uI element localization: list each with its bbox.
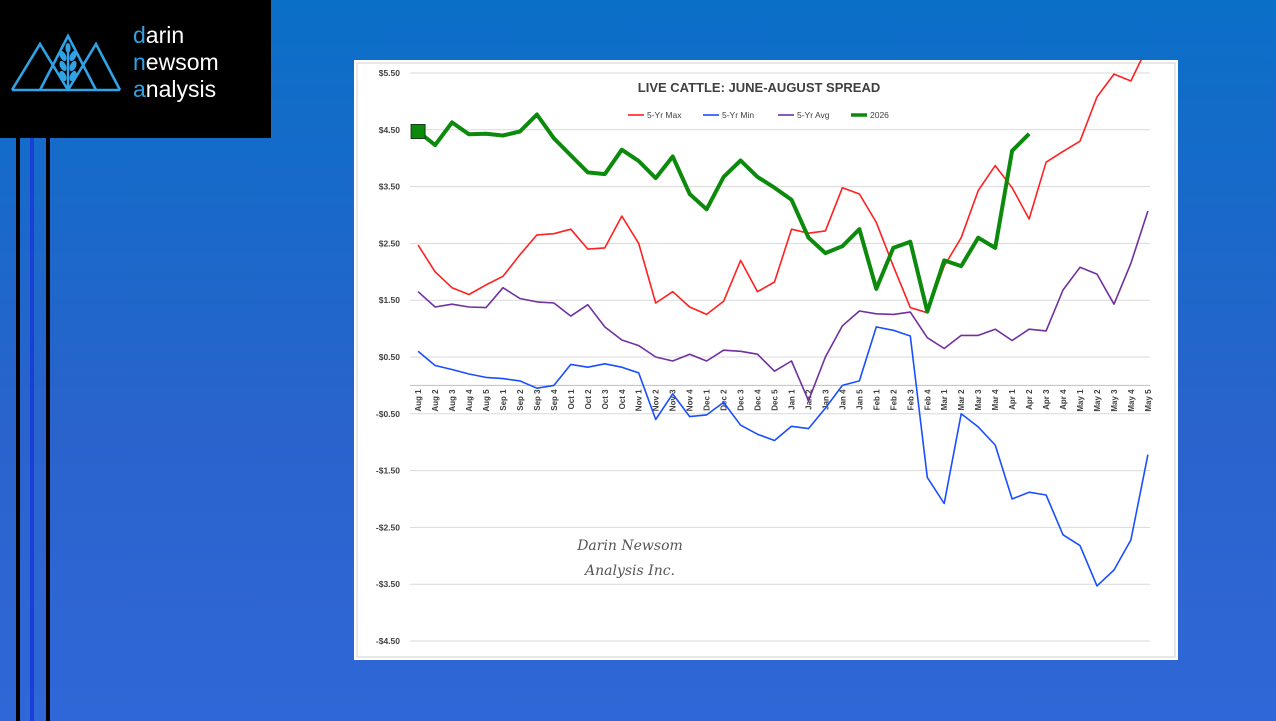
- x-tick-label: Jan 4: [838, 389, 847, 410]
- x-tick-label: Dec 3: [737, 389, 746, 411]
- legend-label: 5-Yr Avg: [797, 110, 830, 120]
- x-tick-label: Nov 2: [652, 389, 661, 411]
- legend-label: 2026: [870, 110, 889, 120]
- mountain-wheat-logo-icon: [10, 33, 122, 92]
- x-tick-label: Sep 3: [533, 389, 542, 411]
- y-tick-label: $4.50: [379, 125, 401, 135]
- x-tick-label: Mar 2: [957, 389, 966, 410]
- x-tick-label: May 2: [1093, 389, 1102, 412]
- x-tick-label: Jan 1: [787, 389, 796, 410]
- y-tick-label: $0.50: [379, 352, 401, 362]
- logo-wordmark: darin newsom analysis: [133, 22, 219, 103]
- y-tick-label: -$0.50: [376, 409, 400, 419]
- logo-line-3: analysis: [133, 76, 217, 102]
- decorative-vertical-line: [30, 138, 34, 721]
- x-tick-label: Dec 5: [771, 389, 780, 411]
- x-tick-label: May 5: [1144, 389, 1153, 412]
- x-tick-label: Sep 2: [516, 389, 525, 411]
- y-tick-label: -$2.50: [376, 522, 400, 532]
- decorative-vertical-line: [16, 138, 20, 721]
- y-tick-label: $3.50: [379, 182, 401, 192]
- x-tick-label: Jan 3: [821, 389, 830, 410]
- chart-border: [356, 62, 1176, 658]
- x-tick-label: Mar 3: [974, 389, 983, 410]
- x-tick-label: Dec 4: [754, 389, 763, 411]
- x-tick-label: Apr 4: [1059, 389, 1068, 410]
- x-tick-label: May 4: [1127, 389, 1136, 412]
- series-line-5-yr-min: [417, 326, 1149, 587]
- x-tick-label: Apr 1: [1008, 389, 1017, 410]
- logo-panel: darin newsom analysis: [0, 0, 271, 138]
- watermark-line-1: Darin Newsom: [576, 538, 683, 554]
- x-tick-label: Mar 1: [940, 389, 949, 410]
- x-tick-label: Jan 5: [855, 389, 864, 410]
- y-tick-label: $5.50: [379, 68, 401, 78]
- x-tick-label: Aug 1: [414, 389, 423, 412]
- series-line-2026: [416, 112, 1031, 314]
- x-tick-label: Feb 3: [906, 389, 915, 410]
- x-tick-label: Feb 1: [872, 389, 881, 410]
- x-tick-label: Aug 4: [465, 389, 474, 412]
- y-tick-label: $1.50: [379, 295, 401, 305]
- x-tick-label: Aug 5: [482, 389, 491, 412]
- x-tick-label: Aug 3: [448, 389, 457, 412]
- series-start-marker: [410, 124, 426, 140]
- x-tick-label: May 1: [1076, 389, 1085, 412]
- series-line-5-yr-avg: [417, 210, 1149, 402]
- y-tick-label: -$1.50: [376, 466, 400, 476]
- series-line-5-yr-max: [417, 60, 1142, 316]
- x-tick-label: Sep 4: [550, 389, 559, 411]
- watermark-line-2: Analysis Inc.: [583, 563, 675, 579]
- x-tick-label: Feb 2: [889, 389, 898, 410]
- x-tick-label: Apr 2: [1025, 389, 1034, 410]
- x-tick-label: Aug 2: [431, 389, 440, 412]
- legend-label: 5-Yr Min: [722, 110, 754, 120]
- logo-line-1: darin: [133, 22, 185, 48]
- legend-label: 5-Yr Max: [647, 110, 682, 120]
- x-tick-label: Nov 1: [635, 389, 644, 411]
- spread-chart: -$4.50 -$3.50 -$2.50 -$1.50 -$0.50 $0.50 $1.50…: [356, 60, 1176, 658]
- x-tick-label: Mar 4: [991, 389, 1000, 410]
- x-tick-label: Nov 3: [669, 389, 678, 411]
- y-tick-label: -$3.50: [376, 579, 400, 589]
- y-tick-label: -$4.50: [376, 636, 400, 646]
- x-tick-label: Oct 3: [601, 389, 610, 410]
- decorative-vertical-line: [46, 138, 50, 721]
- x-tick-label: Oct 1: [567, 389, 576, 410]
- x-tick-label: Apr 3: [1042, 389, 1051, 410]
- logo-line-2: newsom: [133, 49, 219, 75]
- x-tick-label: May 3: [1110, 389, 1119, 412]
- x-tick-label: Dec 1: [703, 389, 712, 411]
- x-tick-label: Oct 4: [618, 389, 627, 410]
- chart-frame: -$4.50 -$3.50 -$2.50 -$1.50 -$0.50 $0.50 $1.50…: [354, 60, 1178, 660]
- x-tick-label: Feb 4: [923, 389, 932, 410]
- x-tick-label: Nov 4: [686, 389, 695, 411]
- y-tick-label: $2.50: [379, 238, 401, 248]
- x-tick-label: Sep 1: [499, 389, 508, 411]
- x-tick-label: Dec 2: [720, 389, 729, 411]
- x-tick-label: Oct 2: [584, 389, 593, 410]
- chart-title: LIVE CATTLE: JUNE-AUGUST SPREAD: [638, 80, 880, 95]
